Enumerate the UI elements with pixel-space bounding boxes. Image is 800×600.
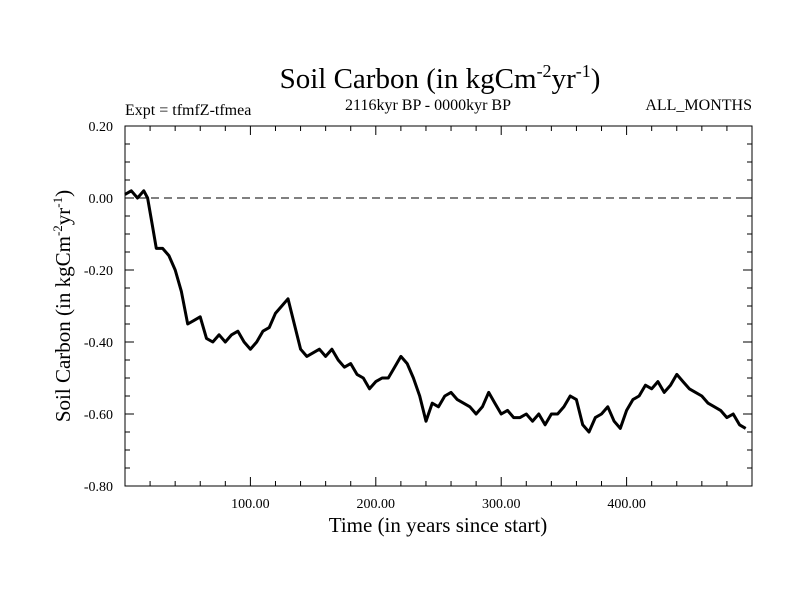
months-label: ALL_MONTHS: [645, 97, 752, 114]
experiment-label: Expt = tfmfZ-tfmea: [125, 102, 251, 119]
y-tick-label: -0.40: [84, 336, 113, 351]
time-range-label: 2116kyr BP - 0000kyr BP: [345, 97, 511, 114]
y-tick-label: -0.80: [84, 480, 113, 495]
y-tick-label: 0.20: [89, 120, 114, 135]
x-tick-label: 200.00: [357, 497, 396, 512]
axis-ticks: [125, 125, 752, 487]
x-tick-label: 300.00: [482, 497, 521, 512]
y-tick-label: -0.60: [84, 408, 113, 423]
x-tick-label: 400.00: [607, 497, 646, 512]
x-tick-labels: 100.00 200.00 300.00 400.00: [231, 497, 646, 512]
x-axis-label: Time (in years since start): [329, 513, 548, 537]
x-tick-label: 100.00: [231, 497, 270, 512]
plot-frame: [124, 125, 753, 487]
y-tick-label: -0.20: [84, 264, 113, 279]
y-tick-label: 0.00: [89, 192, 114, 207]
y-tick-labels: 0.20 0.00 -0.20 -0.40 -0.60 -0.80: [84, 120, 113, 495]
series-line-soil-carbon: [124, 189, 747, 434]
chart-title: Soil Carbon (in kgCm-2yr-1): [280, 61, 601, 95]
y-axis-label: Soil Carbon (in kgCm-2yr-1): [50, 190, 75, 422]
